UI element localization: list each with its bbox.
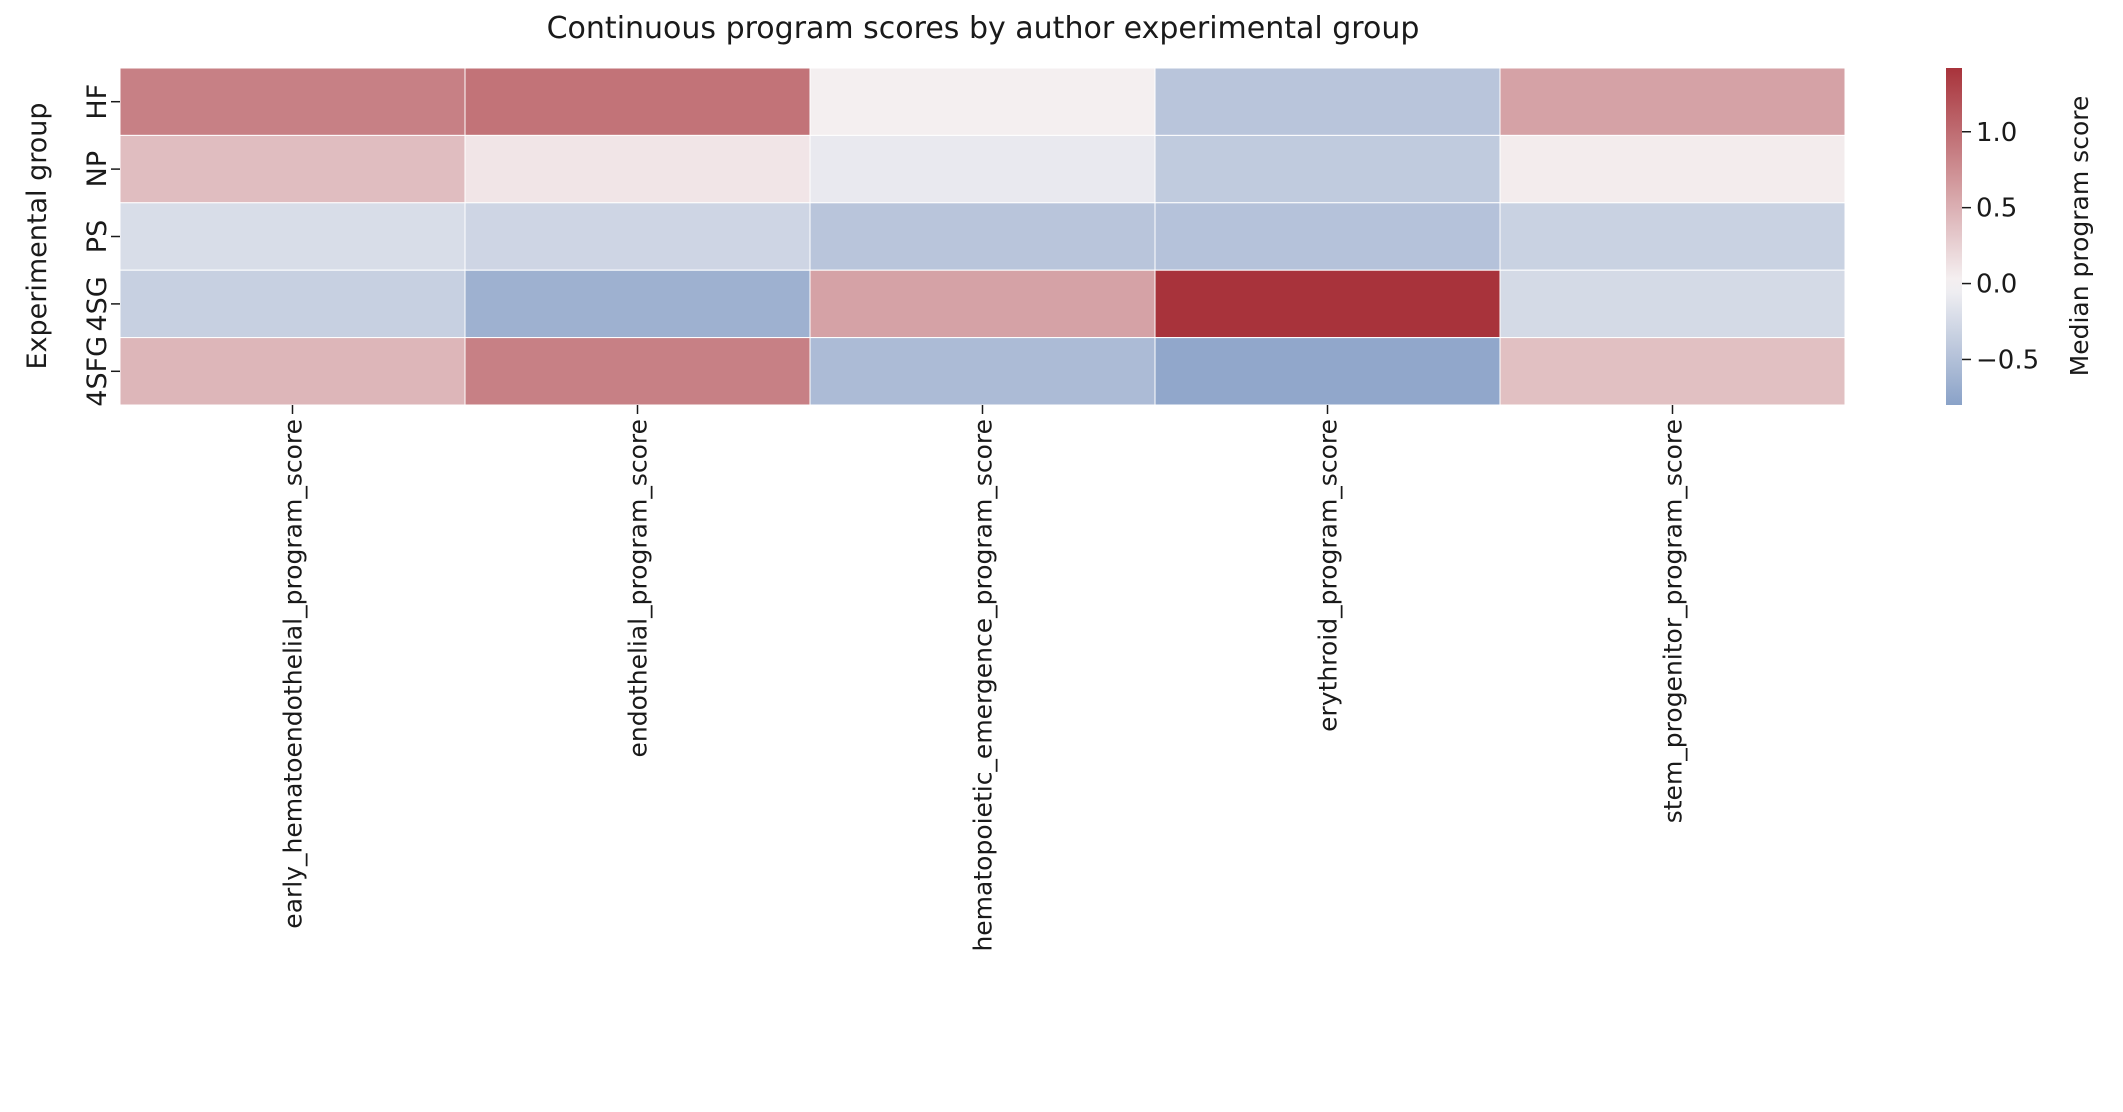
heatmap-cell <box>119 202 466 271</box>
x-tick-label: hematopoietic_emergence_program_score <box>969 419 998 952</box>
heatmap-cell <box>809 269 1156 339</box>
y-axis-ticks: HF NP PS 4SG 4SFG <box>82 84 120 407</box>
x-axis-ticks: early_hematoendothelial_program_score end… <box>279 405 1688 952</box>
heatmap-cell <box>119 67 466 136</box>
colorbar-tick-label: 0.0 <box>1976 270 2017 300</box>
heatmap-cell <box>464 134 811 204</box>
colorbar <box>1946 68 1962 405</box>
heatmap-cell <box>809 134 1156 204</box>
heatmap-cell <box>1499 269 1846 339</box>
y-tick-label: 4SFG <box>82 336 113 407</box>
heatmap-cell <box>809 337 1156 406</box>
heatmap-cell <box>1499 67 1846 136</box>
heatmap-cell <box>119 134 466 204</box>
y-tick-label: PS <box>82 220 113 253</box>
y-tick-label: 4SG <box>82 276 113 331</box>
heatmap-cell <box>809 202 1156 271</box>
y-tick-label: HF <box>82 84 113 120</box>
x-tick-label: stem_progenitor_program_score <box>1659 419 1688 823</box>
heatmap-cell <box>1154 67 1501 136</box>
y-tick-label: NP <box>82 151 113 187</box>
colorbar-tick-label: 0.5 <box>1976 194 2017 224</box>
chart-title: Continuous program scores by author expe… <box>547 11 1420 46</box>
heatmap-cell <box>464 202 811 271</box>
heatmap-cell <box>1499 134 1846 204</box>
heatmap-cell <box>1154 134 1501 204</box>
heatmap-cells <box>119 67 1846 406</box>
heatmap-cell <box>119 269 466 339</box>
x-tick-label: erythroid_program_score <box>1314 419 1343 732</box>
heatmap-cell <box>1154 269 1501 339</box>
heatmap-cell <box>464 269 811 339</box>
x-tick-label: early_hematoendothelial_program_score <box>279 419 308 929</box>
heatmap-cell <box>119 337 466 406</box>
heatmap-cell <box>464 67 811 136</box>
heatmap-cell <box>809 67 1156 136</box>
y-axis-label: Experimental group <box>22 102 53 369</box>
colorbar-tick-label: 1.0 <box>1976 118 2017 148</box>
heatmap-cell <box>1499 202 1846 271</box>
colorbar-tick-label: −0.5 <box>1976 345 2039 375</box>
heatmap-cell <box>1499 337 1846 406</box>
heatmap-cell <box>1154 202 1501 271</box>
x-tick-label: endothelial_program_score <box>624 419 653 757</box>
colorbar-label: Median program score <box>2065 96 2094 377</box>
heatmap-cell <box>1154 337 1501 406</box>
heatmap-cell <box>464 337 811 406</box>
colorbar-ticks: −0.5 0.0 0.5 1.0 <box>1962 118 2039 375</box>
